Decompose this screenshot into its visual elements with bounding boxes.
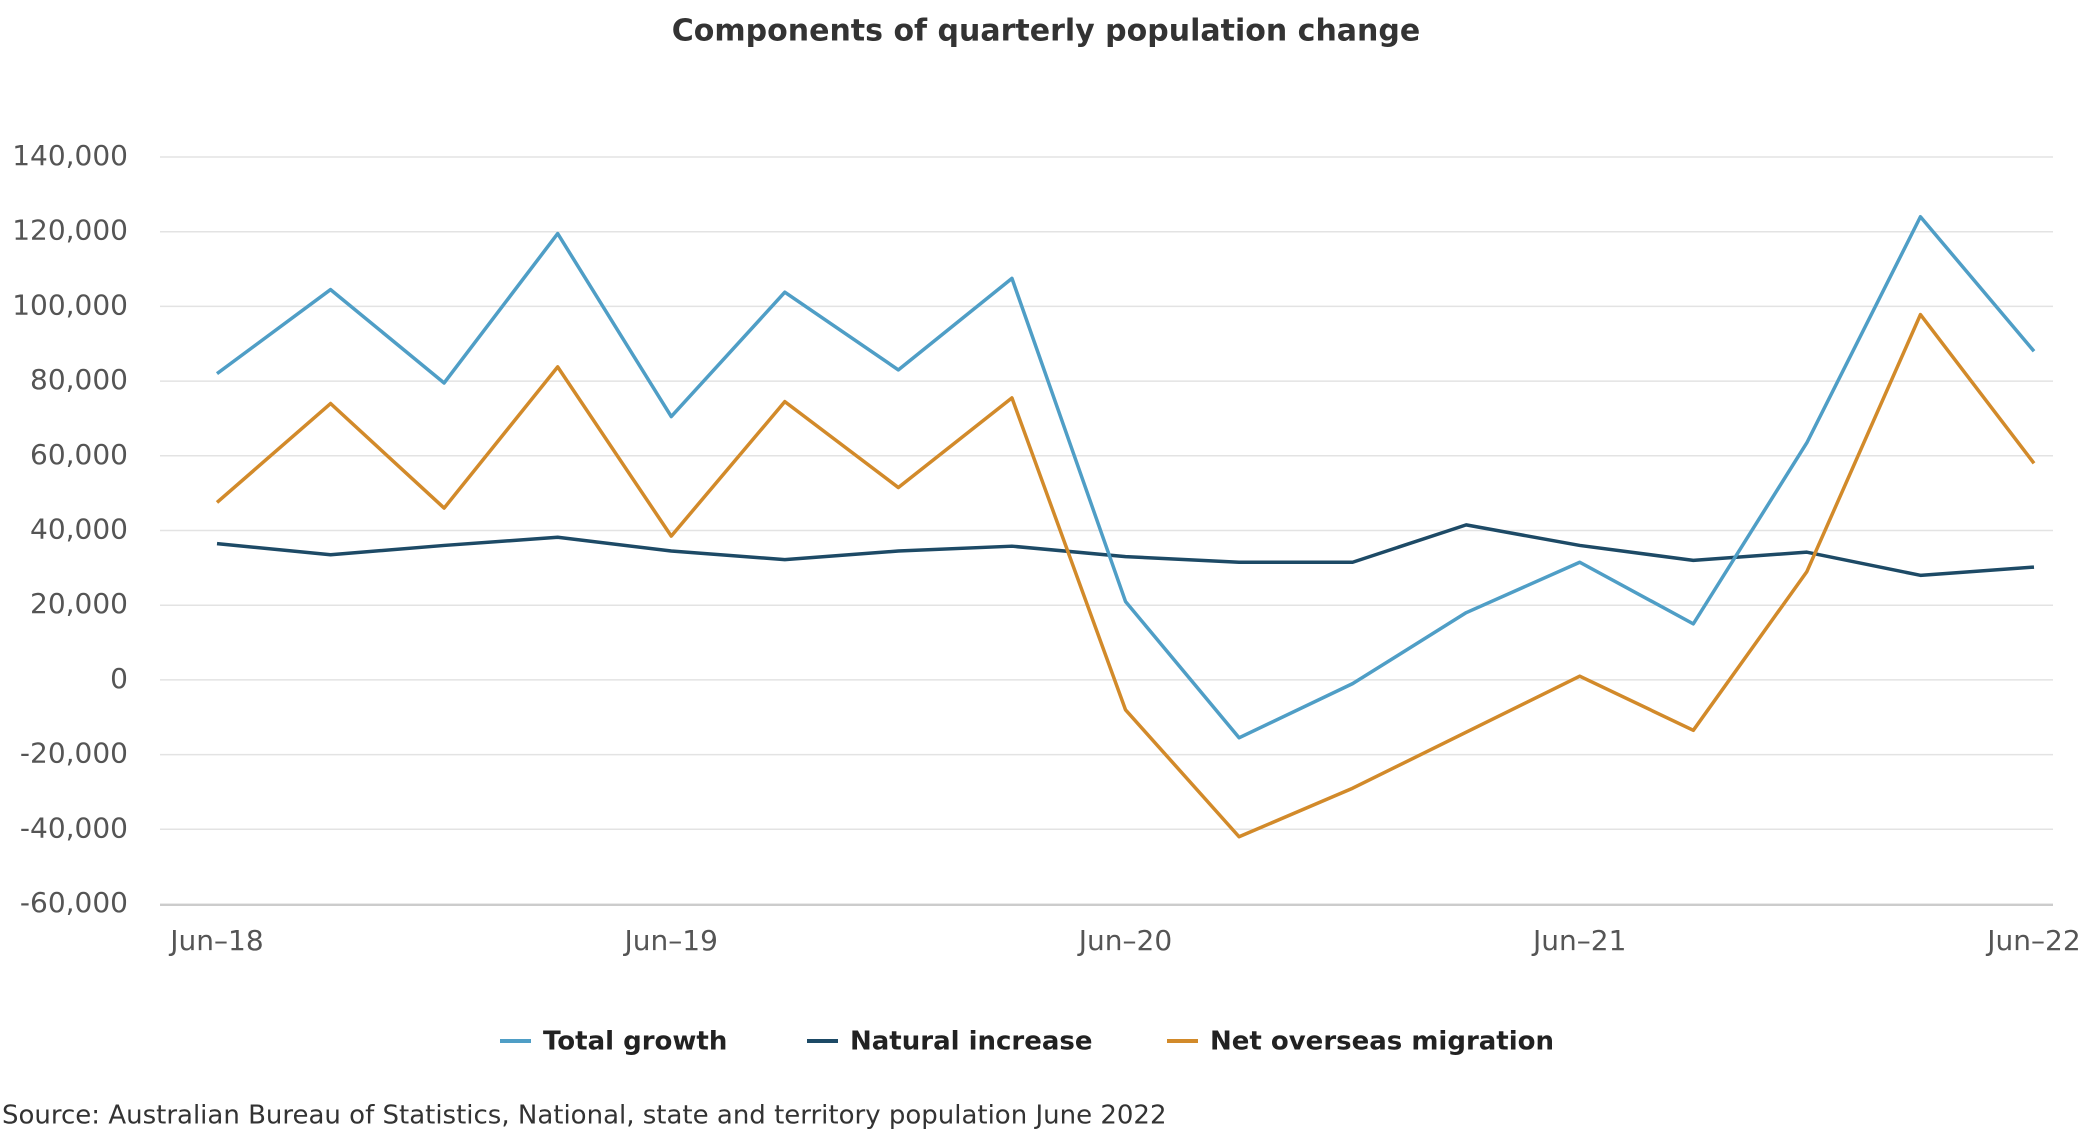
y-tick-label: 0 [110,662,128,695]
source-note: Source: Australian Bureau of Statistics,… [2,1101,1167,1131]
legend-label: Natural increase [850,1027,1093,1057]
x-tick-label: Jun–18 [168,924,263,957]
legend-label: Total growth [543,1027,727,1057]
chart-title: Components of quarterly population chang… [672,14,1420,49]
series-line [215,215,2036,740]
x-tick-label: Jun–21 [1531,924,1626,957]
series-line [216,523,2035,578]
y-tick-label: -60,000 [20,886,128,919]
y-tick-label: 40,000 [30,513,128,546]
y-tick-label: 140,000 [12,139,128,172]
y-tick-label: 120,000 [12,214,128,247]
y-tick-label: 100,000 [12,288,128,321]
y-tick-label: -20,000 [20,737,128,770]
x-tick-label: Jun–22 [1985,924,2080,957]
legend-label: Net overseas migration [1210,1027,1554,1057]
x-tick-label: Jun–19 [623,924,718,957]
series-line [215,312,2036,839]
y-tick-label: -40,000 [20,811,128,844]
y-tick-label: 60,000 [30,438,128,471]
y-tick-label: 80,000 [30,363,128,396]
y-tick-label: 20,000 [30,587,128,620]
x-tick-label: Jun–20 [1077,924,1172,957]
